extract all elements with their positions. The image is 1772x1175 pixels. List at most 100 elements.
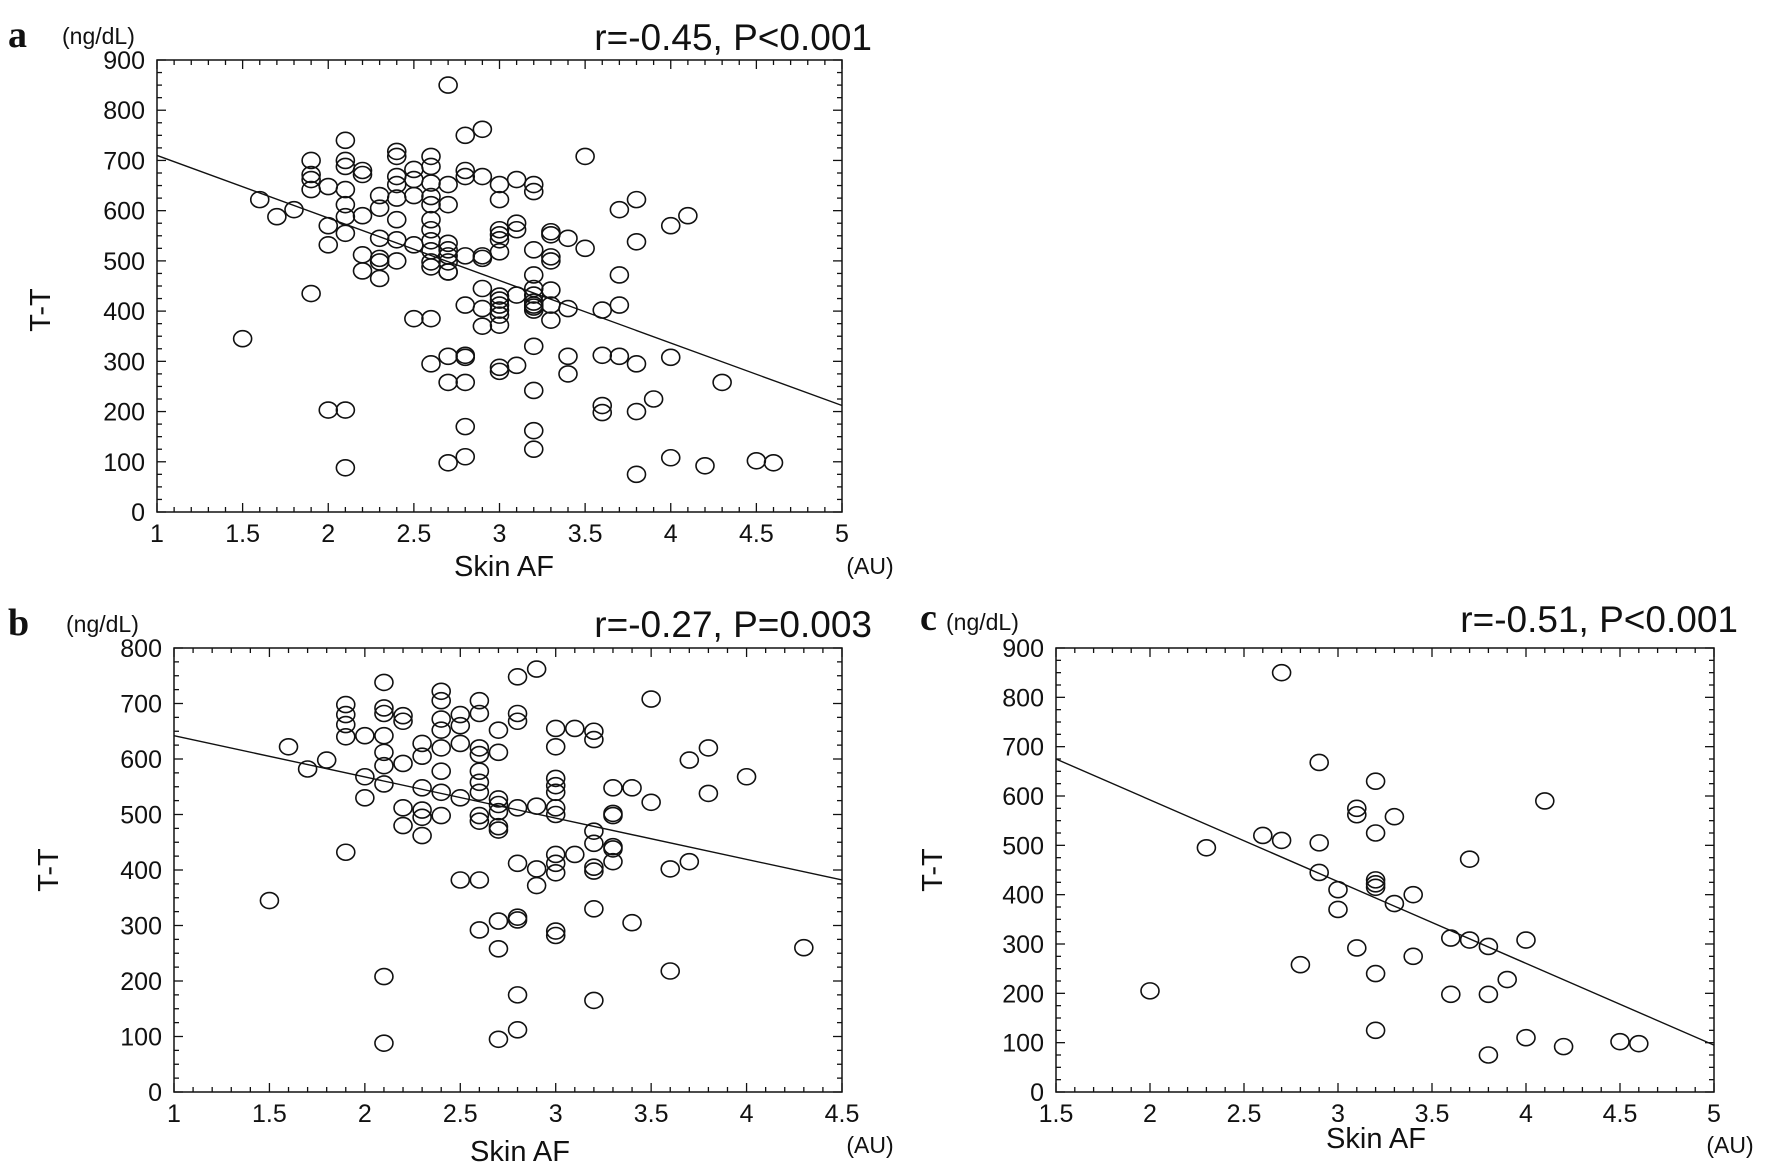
data-point (404, 160, 424, 179)
data-point (545, 737, 566, 756)
data-point (545, 799, 566, 817)
y-tick-label: 0 (1030, 1079, 1044, 1107)
data-point (386, 147, 407, 166)
x-tick-label: 3 (549, 1100, 563, 1128)
y-axis-label: T-T (33, 848, 65, 892)
data-point (1478, 1046, 1499, 1064)
data-point (1365, 871, 1386, 889)
data-point (318, 401, 339, 419)
data-point (489, 358, 510, 377)
data-point (335, 843, 356, 862)
data-point (488, 940, 509, 958)
data-point (488, 1030, 509, 1049)
y-tick-label: 400 (103, 298, 145, 326)
data-point (523, 337, 544, 356)
y-tick-label: 600 (120, 746, 162, 774)
data-point (1196, 838, 1217, 857)
data-point (564, 845, 585, 864)
data-point (421, 232, 441, 250)
x-tick-label: 3.5 (1415, 1100, 1450, 1128)
data-point (431, 806, 452, 825)
data-point (1516, 931, 1536, 949)
data-point (592, 396, 613, 415)
data-point (575, 239, 595, 258)
data-point (1365, 878, 1386, 897)
data-point (523, 286, 544, 304)
data-point (421, 253, 441, 271)
data-point (374, 1034, 394, 1052)
data-point (660, 348, 681, 367)
data-point (469, 773, 490, 792)
data-point (541, 248, 561, 266)
data-point (1497, 970, 1517, 989)
data-point (355, 767, 375, 786)
y-tick-label: 0 (131, 499, 145, 527)
data-point (506, 356, 527, 375)
data-point (438, 76, 458, 94)
data-point (507, 712, 528, 731)
data-point (393, 754, 413, 773)
data-point (584, 834, 604, 853)
data-point (1441, 985, 1461, 1004)
data-point (369, 269, 390, 288)
data-point (545, 769, 566, 788)
y-unit-label: (ng/dL) (66, 611, 139, 637)
data-point (523, 421, 544, 440)
y-tick-label: 300 (103, 348, 145, 376)
data-point (1365, 875, 1386, 893)
data-point (507, 704, 528, 723)
data-point (431, 762, 452, 781)
data-point (412, 779, 432, 797)
data-point (431, 682, 452, 701)
x-tick-label: 3 (493, 520, 507, 548)
data-point (489, 306, 510, 324)
data-point (609, 266, 630, 284)
data-point (472, 249, 493, 268)
data-point (267, 207, 287, 226)
data-point (1328, 900, 1348, 919)
data-point (523, 241, 544, 259)
data-point (469, 691, 490, 710)
data-point (352, 246, 373, 264)
y-tick-label: 900 (1002, 635, 1044, 663)
data-point (335, 195, 356, 214)
x-tick-label: 1.5 (252, 1100, 287, 1128)
data-point (374, 756, 394, 775)
data-point (355, 789, 375, 807)
data-point (352, 165, 373, 184)
data-point (335, 715, 356, 734)
data-point (507, 1021, 528, 1039)
data-point (489, 225, 510, 244)
data-point (438, 263, 458, 281)
data-point (523, 301, 544, 319)
x-tick-label: 2.5 (443, 1100, 478, 1128)
y-tick-label: 500 (1002, 832, 1044, 860)
x-tick-label: 3 (1331, 1100, 1345, 1128)
data-point (1459, 931, 1480, 949)
data-point (431, 721, 452, 739)
data-point (523, 175, 544, 194)
data-point (431, 739, 452, 757)
data-point (488, 821, 509, 839)
data-point (584, 858, 604, 877)
x-axis-label: Skin AF (454, 551, 554, 583)
data-point (386, 210, 407, 229)
x-tick-label: 4 (740, 1100, 754, 1128)
data-point (489, 243, 510, 261)
data-point (450, 705, 471, 724)
data-point (249, 190, 270, 209)
data-point (438, 234, 458, 253)
data-point (450, 716, 471, 735)
data-point (1365, 1021, 1386, 1040)
data-point (545, 863, 566, 882)
data-point (564, 719, 585, 738)
data-point (641, 793, 661, 812)
data-point (301, 284, 321, 303)
data-point (438, 253, 458, 271)
data-point (431, 710, 452, 728)
data-point (1309, 834, 1329, 852)
data-point (488, 743, 509, 762)
data-point (318, 236, 339, 254)
y-tick-label: 200 (103, 399, 145, 427)
x-tick-label: 2 (358, 1100, 372, 1128)
